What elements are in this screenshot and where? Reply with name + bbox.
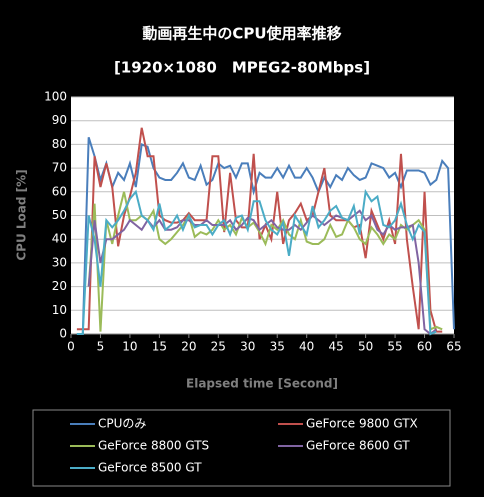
chart-subtitle: [1920×1080 MPEG2-80Mbps] — [114, 59, 370, 77]
x-tick-label: 5 — [97, 340, 105, 354]
y-tick-label: 40 — [52, 232, 67, 246]
y-tick-label: 0 — [59, 327, 67, 341]
legend-label: GeForce 9800 GTX — [306, 417, 418, 431]
chart-title: 動画再生中のCPU使用率推移 — [142, 25, 341, 43]
y-tick-label: 20 — [52, 279, 67, 293]
x-tick-label: 60 — [417, 340, 432, 354]
x-tick-label: 45 — [329, 340, 344, 354]
y-tick-label: 60 — [52, 184, 67, 198]
legend-label: GeForce 8500 GT — [98, 461, 202, 475]
series-line — [76, 136, 455, 335]
legend-label: CPUのみ — [98, 417, 146, 431]
legend-label: GeForce 8800 GTS — [98, 439, 209, 453]
x-axis-label: Elapsed time [Second] — [186, 377, 338, 391]
y-tick-label: 70 — [52, 161, 67, 175]
series-line — [76, 127, 443, 333]
y-tick-label: 100 — [44, 90, 67, 104]
y-tick-label: 90 — [52, 113, 67, 127]
x-tick-label: 65 — [446, 340, 461, 354]
x-tick-label: 25 — [211, 340, 226, 354]
y-tick-label: 30 — [52, 255, 67, 269]
x-tick-label: 55 — [387, 340, 402, 354]
x-tick-label: 15 — [152, 340, 167, 354]
series-line — [87, 209, 437, 336]
legend — [32, 409, 451, 487]
x-tick-label: 20 — [181, 340, 196, 354]
series-line — [76, 188, 437, 336]
x-tick-label: 30 — [240, 340, 255, 354]
y-tick-label: 80 — [52, 137, 67, 151]
x-tick-label: 0 — [67, 340, 75, 354]
x-tick-label: 50 — [358, 340, 373, 354]
x-tick-label: 40 — [299, 340, 314, 354]
y-tick-label: 50 — [52, 208, 67, 222]
y-axis-label: CPU Load [%] — [15, 169, 29, 260]
x-tick-label: 35 — [270, 340, 285, 354]
y-tick-label: 10 — [52, 303, 67, 317]
legend-label: GeForce 8600 GT — [306, 439, 410, 453]
x-tick-label: 10 — [122, 340, 137, 354]
